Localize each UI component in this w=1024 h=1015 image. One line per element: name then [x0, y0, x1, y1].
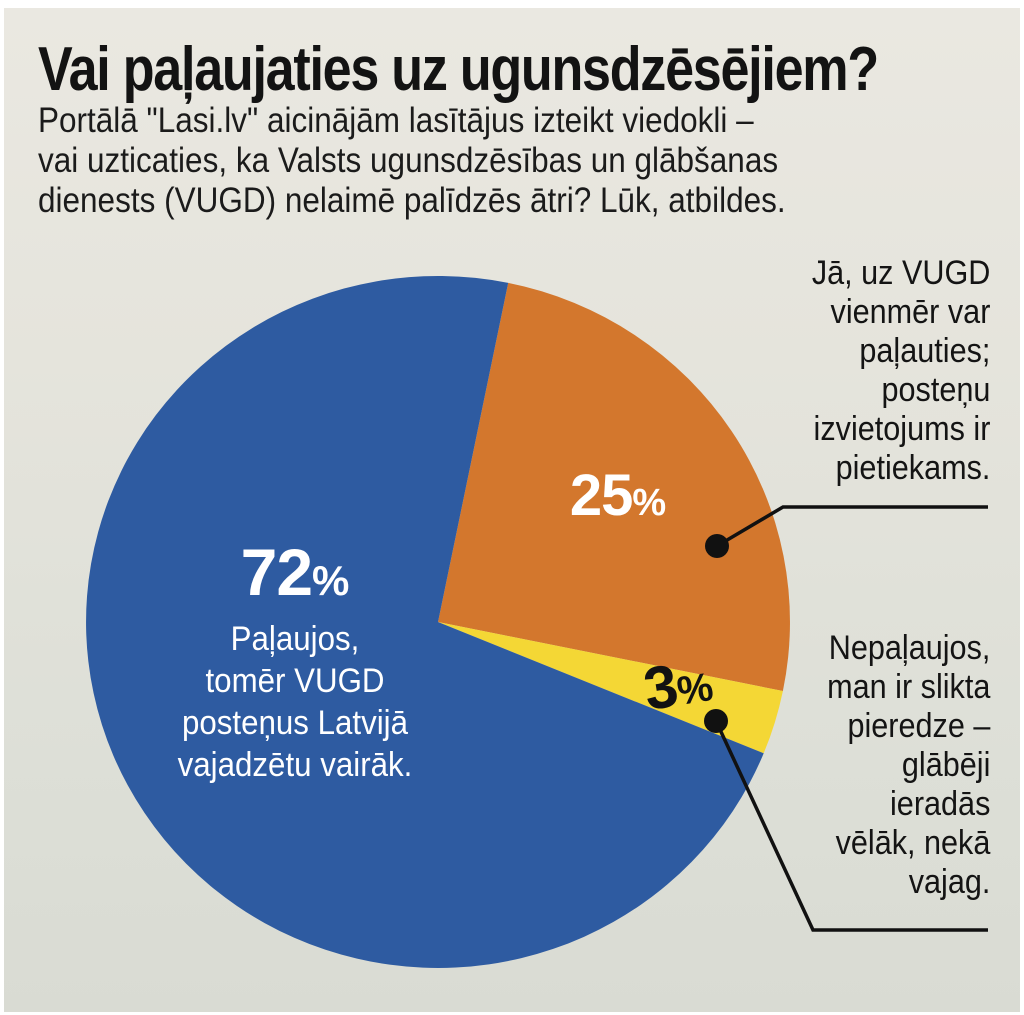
callout-bottom-dot: [704, 709, 728, 733]
subtitle-line: vai uzticaties, ka Valsts ugunsdzēsības …: [38, 141, 779, 180]
annotation-no-trust: Nepaļaujos, man ir slikta pieredze – glā…: [827, 629, 990, 902]
orange-slice-percentage: 25%: [548, 462, 688, 529]
full-trust-slice: [438, 282, 790, 691]
no-trust-slice: [438, 622, 783, 754]
pie-slices: [86, 275, 790, 968]
percent-sign: %: [632, 482, 667, 524]
orange-slice-label: 25%: [548, 462, 688, 529]
callout-top-dot: [705, 534, 729, 558]
subtitle: Portālā "Lasi.lv" aicinājām lasītājus iz…: [38, 101, 786, 221]
caption-line: Paļaujos,: [230, 620, 360, 658]
callout-bottom: [704, 709, 988, 932]
annotation-line: glābēji: [901, 746, 990, 784]
blue-slice-percentage: 72%: [140, 534, 450, 610]
callout-top-line: [716, 505, 988, 548]
subtitle-line: Portālā "Lasi.lv" aicinājām lasītājus iz…: [38, 101, 754, 140]
percent-sign: %: [674, 664, 717, 714]
annotation-line: vajag.: [908, 863, 990, 901]
annotation-line: izvietojums ir: [813, 410, 990, 448]
annotation-line: Jā, uz VUGD: [811, 254, 990, 292]
annotation-line: vienmēr var: [830, 293, 990, 331]
annotation-full-trust: Jā, uz VUGD vienmēr var paļauties; poste…: [811, 254, 990, 488]
annotation-line: pietiekams.: [835, 449, 990, 487]
percent-value: 25: [569, 463, 634, 528]
percent-value: 72: [240, 535, 313, 609]
annotation-line: paļauties;: [859, 332, 990, 370]
percent-sign: %: [312, 557, 350, 604]
callout-top: [705, 505, 988, 558]
trust-but-more-stations-slice: [86, 275, 764, 968]
callout-bottom-line: [714, 720, 988, 932]
subtitle-line: dienests (VUGD) nelaimē palīdzēs ātri? L…: [38, 181, 786, 220]
caption-line: vajadzētu vairāk.: [177, 746, 413, 784]
annotation-line: pieredze –: [847, 707, 990, 745]
annotation-line: posteņu: [881, 371, 990, 409]
page-title: Vai paļaujaties uz ugunsdzēsējiem?: [38, 35, 879, 104]
caption-line: tomēr VUGD: [205, 662, 385, 700]
blue-slice-label: 72% Paļaujos, tomēr VUGD posteņus Latvij…: [140, 534, 450, 786]
annotation-line: Nepaļaujos,: [828, 629, 990, 667]
caption-line: posteņus Latvijā: [181, 704, 409, 742]
annotation-line: ieradās: [889, 785, 990, 823]
percent-value: 3: [639, 651, 682, 723]
annotation-line: man ir slikta: [826, 668, 990, 706]
blue-slice-caption: Paļaujos, tomēr VUGD posteņus Latvijā va…: [152, 618, 437, 786]
annotation-line: vēlāk, nekā: [835, 824, 990, 862]
